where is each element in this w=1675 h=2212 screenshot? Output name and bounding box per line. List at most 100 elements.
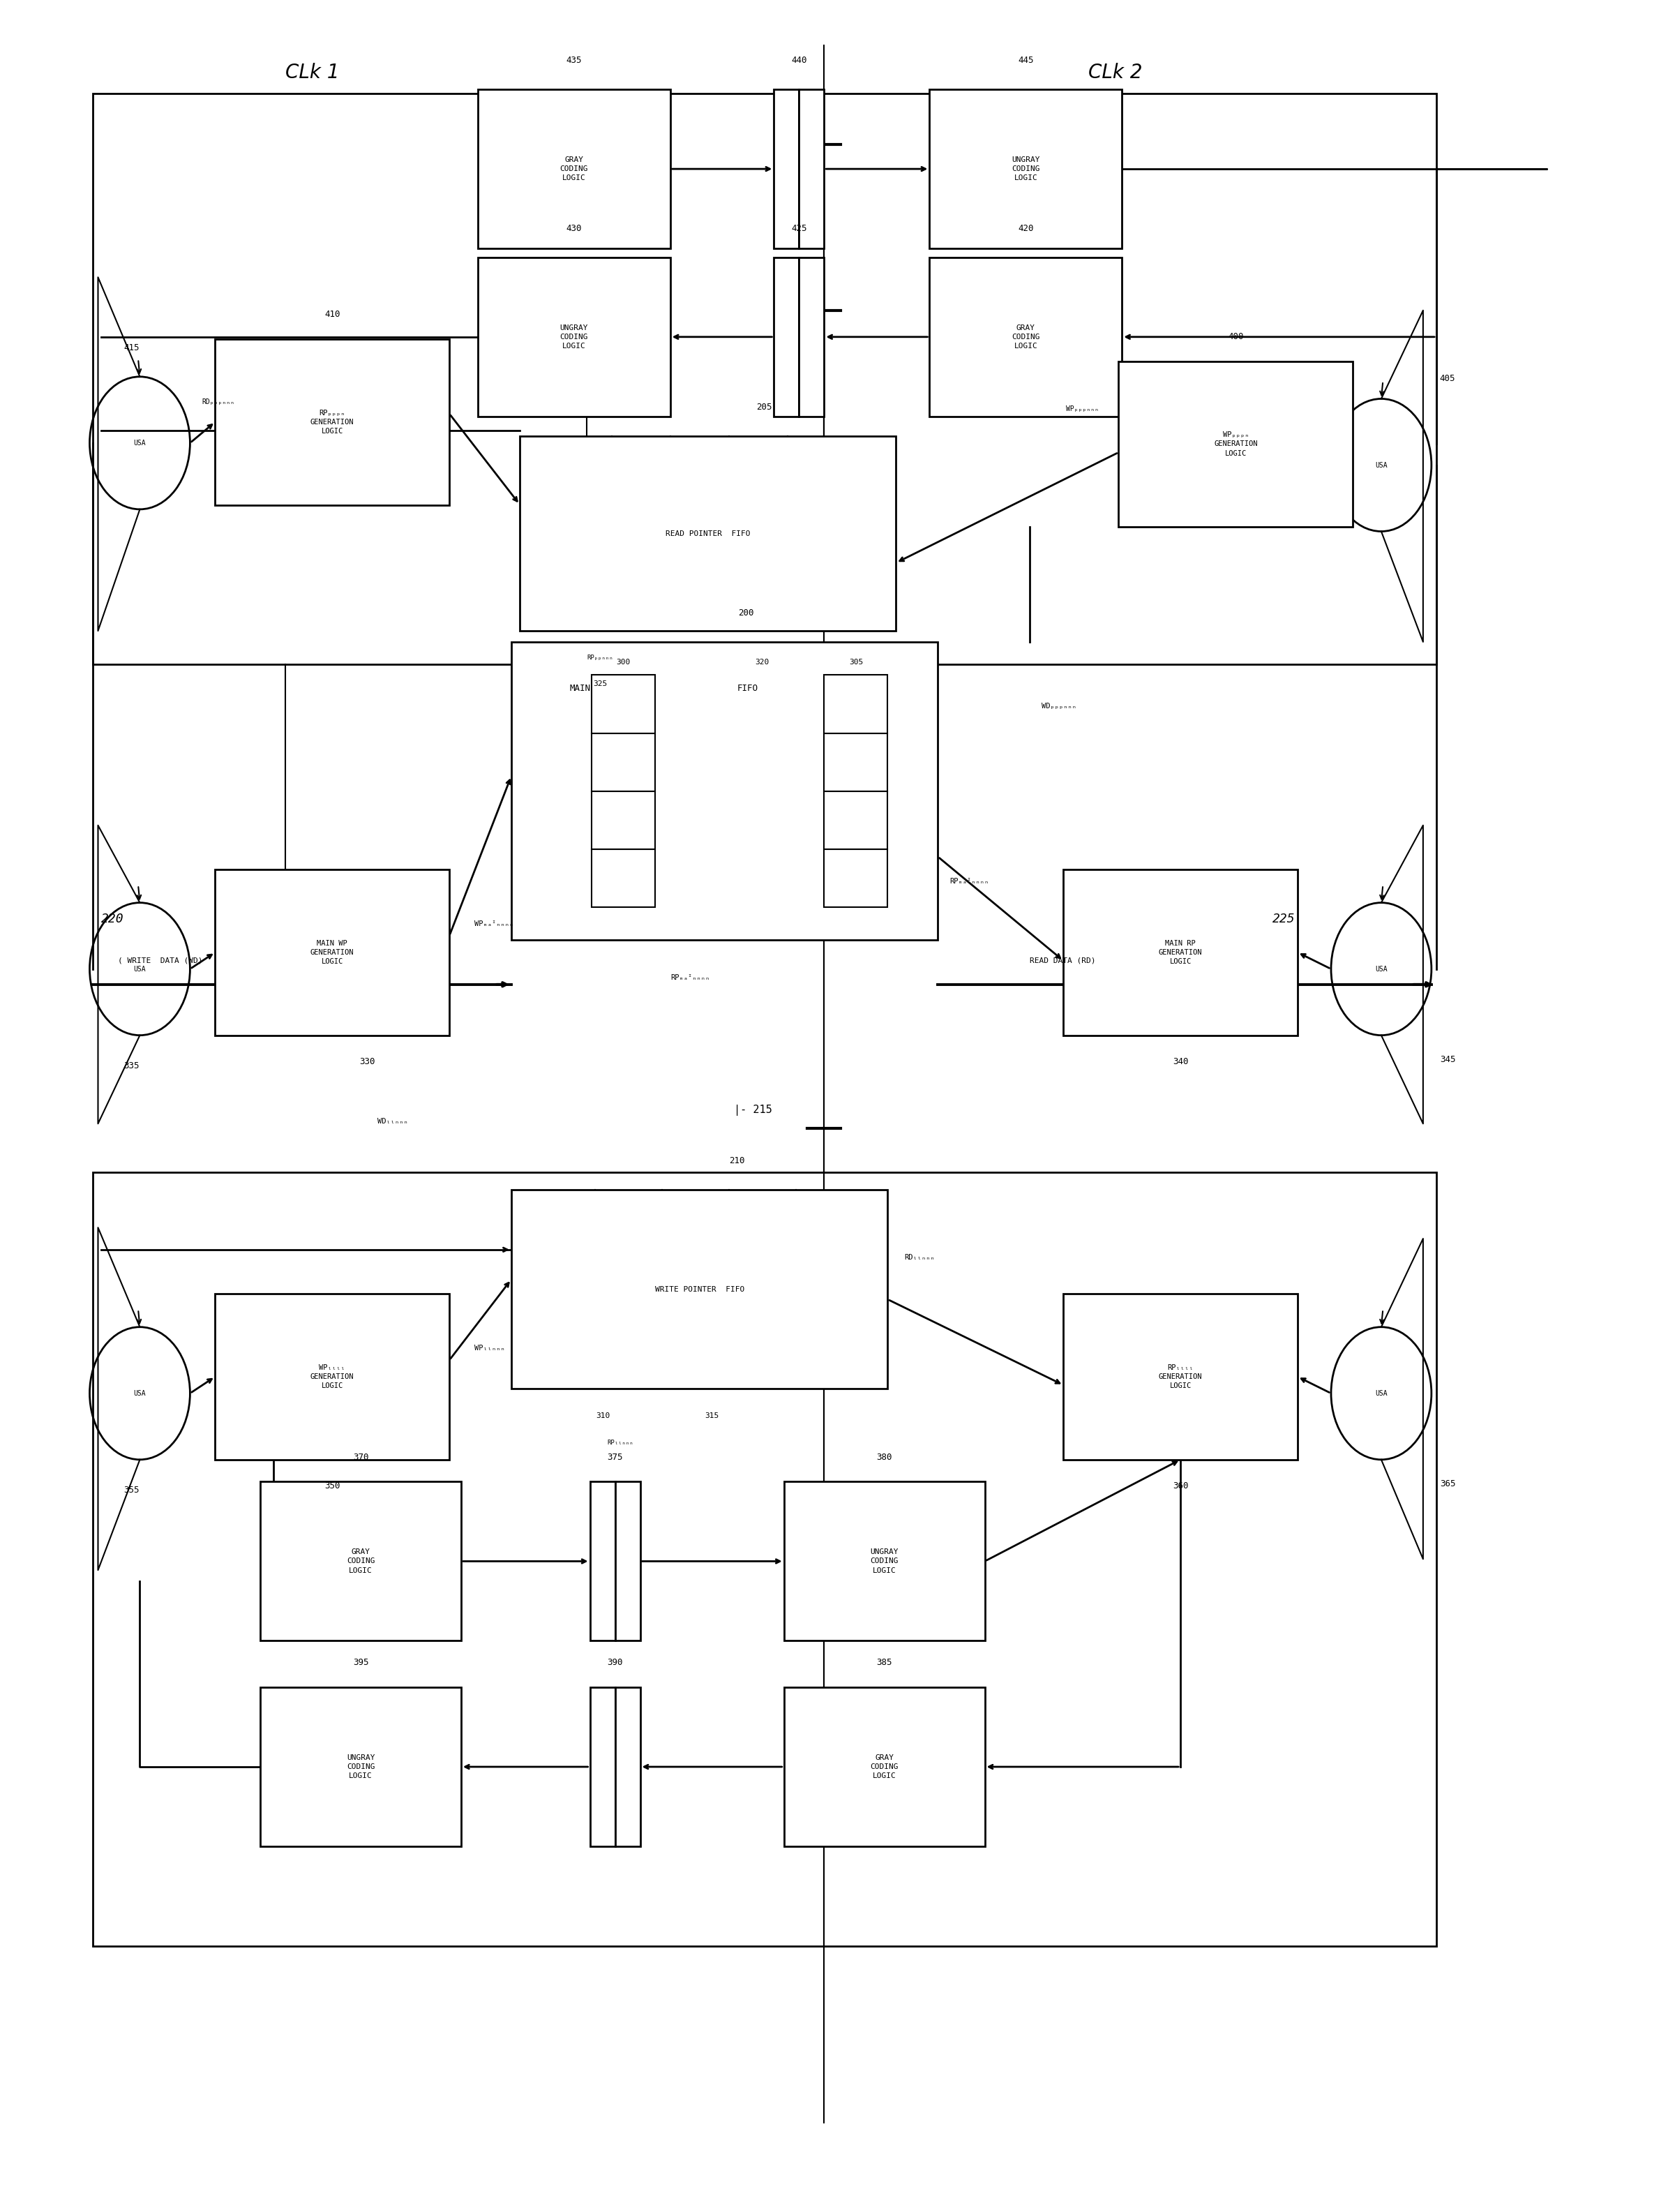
Text: |- 215: |- 215	[734, 1104, 772, 1115]
Text: 210: 210	[729, 1157, 745, 1166]
Text: RPₚₚₙₙₙ: RPₚₚₙₙₙ	[586, 655, 613, 661]
Text: 440: 440	[791, 55, 807, 64]
Text: WPₚₚₚₙ
GENERATION
LOGIC: WPₚₚₚₙ GENERATION LOGIC	[1214, 431, 1258, 458]
Text: GRAY
CODING
LOGIC: GRAY CODING LOGIC	[347, 1548, 375, 1575]
Text: 330: 330	[360, 1057, 375, 1066]
Bar	[784, 1688, 985, 1847]
Text: 405: 405	[1440, 374, 1456, 383]
Text: 335: 335	[124, 1062, 139, 1071]
Text: 320: 320	[755, 659, 769, 666]
Text: USA: USA	[134, 964, 146, 973]
Text: 315: 315	[705, 1411, 719, 1420]
Text: CLk 1: CLk 1	[285, 62, 340, 82]
Bar	[824, 849, 888, 907]
Bar	[591, 792, 655, 849]
Text: 200: 200	[739, 608, 754, 617]
Bar	[214, 869, 449, 1035]
Text: UNGRAY
CODING
LOGIC: UNGRAY CODING LOGIC	[559, 325, 588, 349]
Text: WPₗₗₙₙₙ: WPₗₗₙₙₙ	[474, 1345, 504, 1352]
Text: 300: 300	[616, 659, 630, 666]
Text: 370: 370	[353, 1453, 368, 1462]
Text: UNGRAY
CODING
LOGIC: UNGRAY CODING LOGIC	[347, 1754, 375, 1778]
Bar	[591, 675, 655, 732]
Text: GRAY
CODING
LOGIC: GRAY CODING LOGIC	[1012, 325, 1040, 349]
Bar	[511, 1190, 888, 1389]
Text: RDₚₚₚₙₙₙ: RDₚₚₚₙₙₙ	[203, 398, 235, 405]
Text: GRAY
CODING
LOGIC: GRAY CODING LOGIC	[871, 1754, 898, 1778]
Text: FIFO: FIFO	[737, 684, 759, 692]
Text: 375: 375	[606, 1453, 623, 1462]
Text: 345: 345	[1440, 1055, 1456, 1064]
Bar	[94, 1172, 1437, 1947]
Bar	[824, 732, 888, 792]
Text: GRAY
CODING
LOGIC: GRAY CODING LOGIC	[559, 157, 588, 181]
Text: 355: 355	[124, 1486, 139, 1495]
Text: USA: USA	[134, 1389, 146, 1396]
Text: READ POINTER  FIFO: READ POINTER FIFO	[665, 531, 750, 538]
Bar	[511, 641, 938, 940]
Bar	[774, 257, 799, 416]
Text: MAIN RP
GENERATION
LOGIC: MAIN RP GENERATION LOGIC	[1159, 940, 1203, 964]
Text: RPₚₚₚₙ
GENERATION
LOGIC: RPₚₚₚₙ GENERATION LOGIC	[310, 409, 353, 436]
Text: 360: 360	[1172, 1482, 1188, 1491]
Text: 325: 325	[593, 681, 606, 688]
Bar	[477, 257, 670, 416]
Text: MAIN: MAIN	[570, 684, 591, 692]
Bar	[214, 338, 449, 504]
Text: UNGRAY
CODING
LOGIC: UNGRAY CODING LOGIC	[871, 1548, 898, 1575]
Bar	[784, 1482, 985, 1641]
Text: 380: 380	[876, 1453, 893, 1462]
Text: 435: 435	[566, 55, 581, 64]
Bar	[590, 1482, 615, 1641]
Text: 225: 225	[1273, 914, 1295, 925]
Text: 410: 410	[325, 310, 340, 319]
Bar	[930, 257, 1122, 416]
Text: 365: 365	[1440, 1480, 1456, 1489]
Text: 395: 395	[353, 1659, 368, 1668]
Text: 350: 350	[325, 1482, 340, 1491]
Text: RPₘₐᴵₙₙₙₙ: RPₘₐᴵₙₙₙₙ	[670, 975, 710, 982]
Text: USA: USA	[1375, 964, 1387, 973]
Text: 310: 310	[596, 1411, 610, 1420]
Text: WPₗₗₗₗ
GENERATION
LOGIC: WPₗₗₗₗ GENERATION LOGIC	[310, 1365, 353, 1389]
Text: USA: USA	[1375, 1389, 1387, 1396]
Bar	[591, 732, 655, 792]
Text: ( WRITE  DATA (WD): ( WRITE DATA (WD)	[117, 958, 203, 964]
Text: 390: 390	[606, 1659, 623, 1668]
Bar	[1064, 869, 1298, 1035]
Text: 445: 445	[1018, 55, 1033, 64]
Bar	[615, 1482, 640, 1641]
Bar	[214, 1294, 449, 1460]
Bar	[774, 88, 799, 248]
Bar	[519, 436, 896, 630]
Bar	[591, 849, 655, 907]
Bar	[930, 88, 1122, 248]
Bar	[590, 1688, 615, 1847]
Bar	[1119, 361, 1353, 526]
Text: RPₗₗₗₗ
GENERATION
LOGIC: RPₗₗₗₗ GENERATION LOGIC	[1159, 1365, 1203, 1389]
Bar	[799, 88, 824, 248]
Text: MAIN WP
GENERATION
LOGIC: MAIN WP GENERATION LOGIC	[310, 940, 353, 964]
Text: 425: 425	[791, 223, 807, 232]
Text: 385: 385	[876, 1659, 893, 1668]
Text: READ DATA (RD): READ DATA (RD)	[1030, 958, 1095, 964]
Text: WPₘₐᴵₙₙₙₙ: WPₘₐᴵₙₙₙₙ	[474, 920, 514, 927]
Bar	[477, 88, 670, 248]
Text: WPₚₚₚₙₙₙ: WPₚₚₚₙₙₙ	[1065, 405, 1099, 411]
Text: 430: 430	[566, 223, 581, 232]
Text: RPₘₐᴵₙₙₙₙ: RPₘₐᴵₙₙₙₙ	[950, 878, 988, 885]
Bar	[799, 257, 824, 416]
Text: 415: 415	[124, 343, 139, 352]
Text: 400: 400	[1228, 332, 1243, 341]
Bar	[260, 1482, 461, 1641]
Text: 420: 420	[1018, 223, 1033, 232]
Bar	[824, 792, 888, 849]
Bar	[94, 93, 1437, 664]
Bar	[824, 675, 888, 732]
Text: USA: USA	[134, 440, 146, 447]
Text: 305: 305	[849, 659, 863, 666]
Bar	[260, 1688, 461, 1847]
Text: 205: 205	[757, 403, 772, 411]
Text: 340: 340	[1172, 1057, 1188, 1066]
Text: RDₗₗₙₙₙ: RDₗₗₙₙₙ	[905, 1254, 935, 1261]
